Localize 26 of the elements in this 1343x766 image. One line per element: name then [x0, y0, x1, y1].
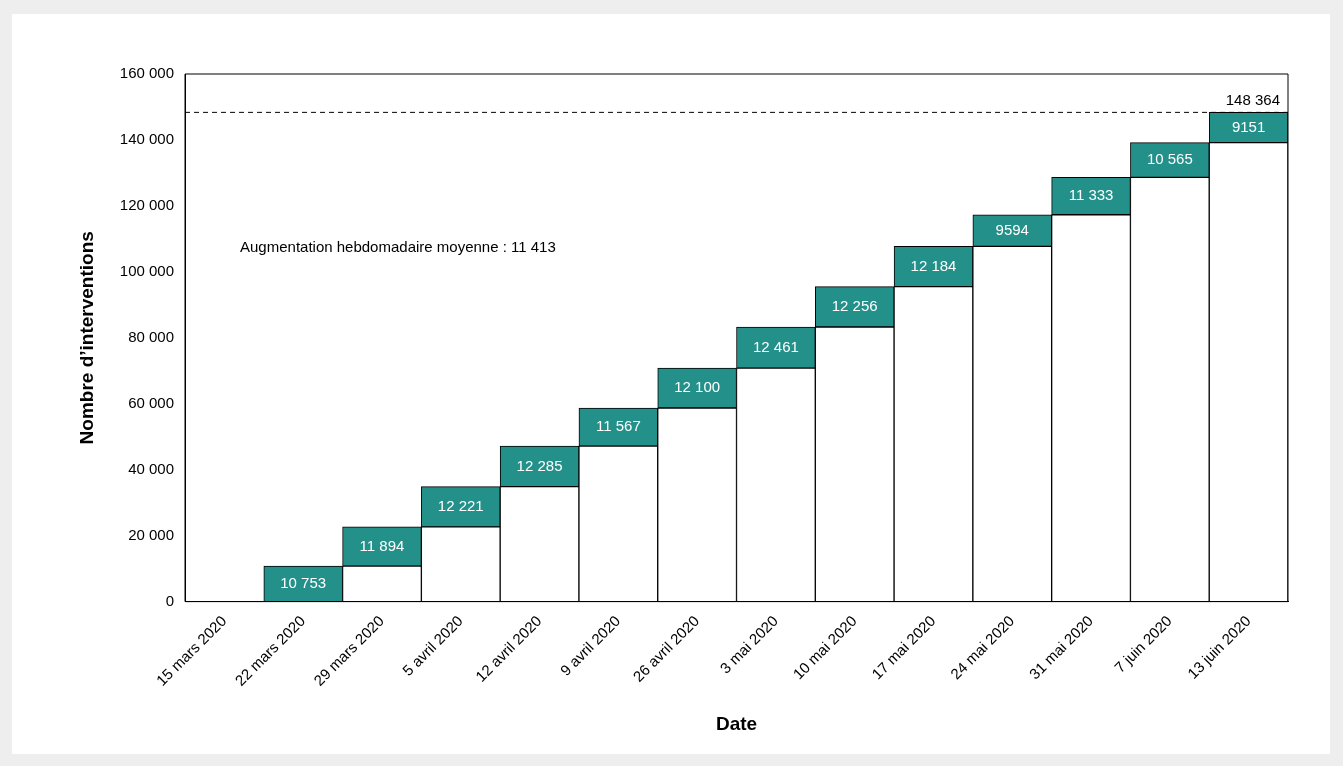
y-tick-label: 40 000 [128, 459, 175, 477]
data-label: 12 285 [516, 456, 563, 474]
y-axis-title: Nombre d’interventions [75, 231, 97, 445]
data-label: 12 221 [437, 496, 484, 514]
data-label: 11 894 [359, 536, 405, 554]
y-tick-label: 160 000 [119, 64, 175, 82]
data-label: 10 753 [280, 574, 327, 592]
data-label: 12 256 [831, 296, 878, 314]
data-label: 12 184 [910, 256, 957, 274]
annotation: Augmentation hebdomadaire moyenne : 11 413 [240, 238, 556, 256]
ref-line-label: 148 364 [1225, 91, 1280, 109]
data-label: 11 333 [1068, 186, 1114, 204]
y-tick-label: 140 000 [119, 130, 175, 148]
data-label: 12 100 [674, 378, 721, 396]
y-tick-label: 20 000 [128, 525, 175, 543]
y-tick-label: 80 000 [128, 327, 175, 345]
data-label: 12 461 [752, 337, 799, 355]
x-axis-title: Date [715, 712, 758, 734]
y-tick-label: 120 000 [119, 196, 175, 214]
y-tick-label: 60 000 [128, 393, 175, 411]
y-tick-label: 100 000 [119, 262, 175, 279]
data-label: 9151 [1231, 117, 1266, 135]
y-tick-label: 0 [165, 591, 175, 609]
data-label: 9594 [995, 220, 1029, 238]
data-label: 11 567 [595, 417, 641, 435]
data-label: 10 565 [1146, 150, 1193, 168]
